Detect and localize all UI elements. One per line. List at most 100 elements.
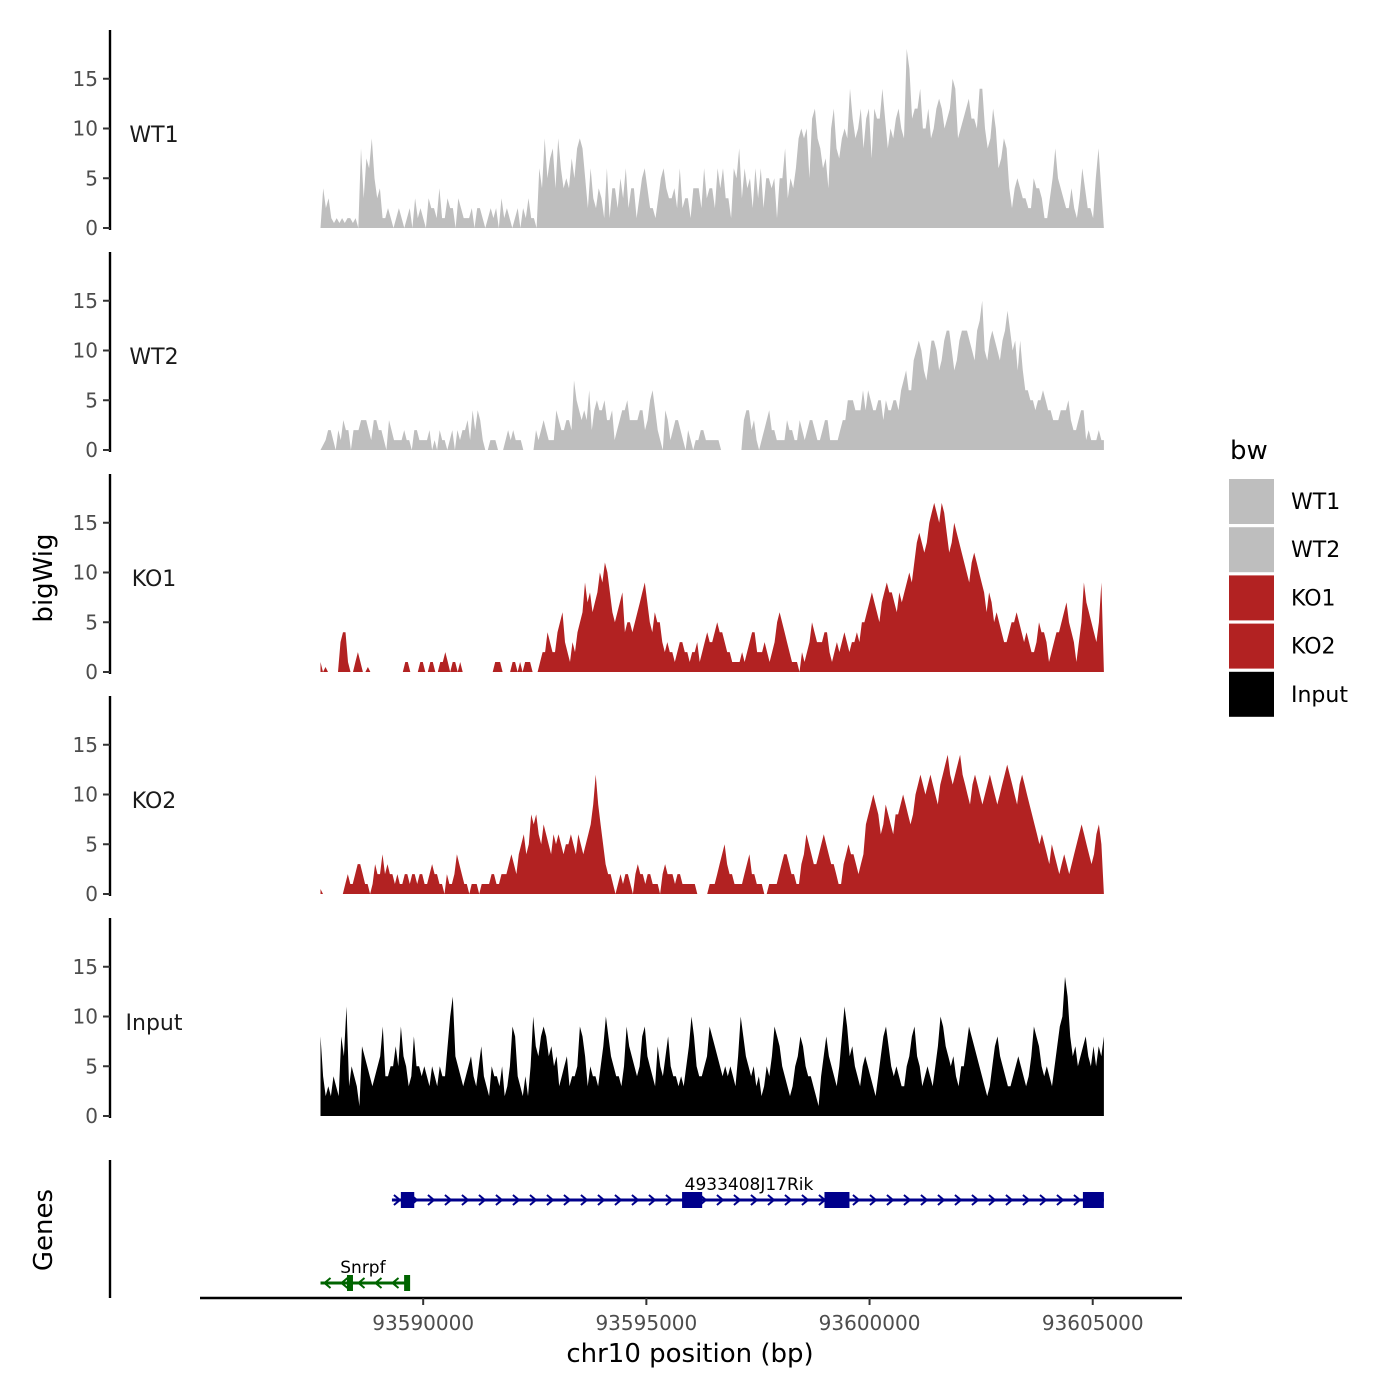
- track-label-wt2: WT2: [129, 345, 178, 370]
- x-tick-label-93600000: 93600000: [819, 1311, 921, 1335]
- strand-arrow-snrpf: [322, 1277, 332, 1289]
- y-tick-label-ko2-15: 15: [73, 733, 98, 757]
- y-tick-label-wt1-10: 10: [73, 117, 98, 141]
- strand-arrow-4933408j17rik: [393, 1194, 402, 1206]
- strand-arrow-4933408j17rik: [580, 1194, 589, 1206]
- strand-arrow-snrpf: [356, 1277, 366, 1289]
- area-wt1: [320, 48, 1104, 229]
- legend-label-wt2: WT2: [1291, 538, 1340, 563]
- track-ko1: 0 5 10 15 KO1: [73, 474, 1104, 684]
- strand-arrow-4933408j17rik: [903, 1194, 912, 1206]
- y-tick-label-wt2-15: 15: [73, 289, 98, 313]
- y-tick-label-ko2-5: 5: [85, 832, 98, 856]
- y-tick-label-wt1-15: 15: [73, 67, 98, 91]
- legend-label-input: Input: [1291, 683, 1348, 708]
- track-label-wt1: WT1: [129, 123, 178, 148]
- strand-arrow-4933408j17rik: [631, 1194, 640, 1206]
- area-wt2: [320, 300, 1104, 450]
- gene-label-snrpf: Snrpf: [340, 1258, 386, 1278]
- gene-label-4933408j17rik: 4933408J17Rik: [685, 1175, 814, 1195]
- x-tick-label-93590000: 93590000: [372, 1311, 474, 1335]
- legend-title: bw: [1230, 436, 1268, 466]
- legend-label-ko1: KO1: [1291, 586, 1336, 611]
- legend-swatch-wt1: [1229, 479, 1274, 524]
- track-wt1: 0 5 10 15 WT1: [73, 30, 1104, 240]
- y-tick-label-ko1-15: 15: [73, 511, 98, 535]
- legend-swatch-wt2: [1229, 527, 1274, 573]
- strand-arrow-4933408j17rik: [886, 1194, 895, 1206]
- exon-snrpf-2: [404, 1275, 411, 1291]
- y-axis-title: bigWig: [29, 533, 59, 622]
- legend-swatch-ko1: [1229, 575, 1274, 621]
- gene-snrpf: Snrpf: [320, 1258, 411, 1291]
- strand-arrow-4933408j17rik: [1056, 1194, 1065, 1206]
- strand-arrow-4933408j17rik: [461, 1194, 470, 1206]
- exon-4933408j17rik-3: [824, 1192, 850, 1208]
- strand-arrow-4933408j17rik: [716, 1194, 725, 1206]
- strand-arrow-4933408j17rik: [733, 1194, 742, 1206]
- strand-arrow-4933408j17rik: [495, 1194, 504, 1206]
- y-tick-label-ko1-0: 0: [85, 660, 98, 684]
- y-tick-label-input-10: 10: [73, 1005, 98, 1029]
- strand-arrow-4933408j17rik: [529, 1194, 538, 1206]
- strand-arrow-4933408j17rik: [1005, 1194, 1014, 1206]
- track-wt2: 0 5 10 15 WT2: [73, 252, 1104, 462]
- strand-arrow-4933408j17rik: [954, 1194, 963, 1206]
- area-input: [320, 976, 1104, 1116]
- gene-panel: 4933408J17Rik Snrpf: [108, 1160, 1104, 1298]
- x-tick-label-93605000: 93605000: [1042, 1311, 1144, 1335]
- legend-swatch-ko2: [1229, 623, 1274, 669]
- exon-4933408j17rik-1: [400, 1192, 415, 1208]
- strand-arrow-4933408j17rik: [665, 1194, 674, 1206]
- strand-arrow-4933408j17rik: [1022, 1194, 1031, 1206]
- strand-arrow-4933408j17rik: [937, 1194, 946, 1206]
- track-ko2: 0 5 10 15 KO2: [73, 696, 1104, 906]
- legend-swatch-input: [1229, 671, 1274, 717]
- y-tick-label-wt1-5: 5: [85, 166, 98, 190]
- strand-arrow-4933408j17rik: [852, 1194, 861, 1206]
- strand-arrow-4933408j17rik: [767, 1194, 776, 1206]
- strand-arrow-4933408j17rik: [801, 1194, 810, 1206]
- x-axis: 93590000 93595000 93600000 93605000: [200, 1296, 1182, 1335]
- exon-4933408j17rik-4: [1082, 1192, 1104, 1208]
- y-tick-label-input-0: 0: [85, 1104, 98, 1128]
- strand-arrow-snrpf: [390, 1277, 400, 1289]
- area-ko2: [320, 754, 1104, 894]
- strand-arrow-4933408j17rik: [750, 1194, 759, 1206]
- legend-label-wt1: WT1: [1291, 490, 1340, 515]
- track-label-input: Input: [126, 1011, 183, 1036]
- strand-arrow-4933408j17rik: [512, 1194, 521, 1206]
- strand-arrow-4933408j17rik: [920, 1194, 929, 1206]
- y-tick-label-ko1-10: 10: [73, 561, 98, 585]
- y-tick-label-input-5: 5: [85, 1054, 98, 1078]
- strand-arrow-4933408j17rik: [648, 1194, 657, 1206]
- strand-arrow-4933408j17rik: [988, 1194, 997, 1206]
- x-axis-title: chr10 position (bp): [566, 1339, 813, 1369]
- signal-tracks: 0 5 10 15 WT1 0 5 10 15 WT2 0 5 10 15 KO1 0 5 10 15 KO2 0 5 10…: [73, 30, 1104, 1128]
- strand-arrow-snrpf: [373, 1277, 383, 1289]
- x-tick-label-93595000: 93595000: [595, 1311, 697, 1335]
- strand-arrow-4933408j17rik: [971, 1194, 980, 1206]
- strand-arrow-4933408j17rik: [784, 1194, 793, 1206]
- y-tick-label-ko1-5: 5: [85, 610, 98, 634]
- track-label-ko2: KO2: [132, 789, 177, 814]
- y-tick-label-wt1-0: 0: [85, 216, 98, 240]
- legend-label-ko2: KO2: [1291, 635, 1336, 660]
- strand-arrow-snrpf: [339, 1277, 349, 1289]
- track-input: 0 5 10 15 Input: [73, 918, 1104, 1128]
- strand-arrow-4933408j17rik: [546, 1194, 555, 1206]
- strand-arrow-4933408j17rik: [444, 1194, 453, 1206]
- strand-arrow-4933408j17rik: [614, 1194, 623, 1206]
- legend: bw WT1 WT2 KO1 KO2 Input: [1229, 436, 1348, 717]
- y-tick-label-wt2-10: 10: [73, 339, 98, 363]
- track-label-ko1: KO1: [132, 567, 177, 592]
- y-tick-label-ko2-0: 0: [85, 882, 98, 906]
- strand-arrow-4933408j17rik: [1039, 1194, 1048, 1206]
- strand-arrow-4933408j17rik: [597, 1194, 606, 1206]
- exon-4933408j17rik-2: [682, 1192, 703, 1208]
- strand-arrow-4933408j17rik: [563, 1194, 572, 1206]
- genes-axis-title: Genes: [29, 1189, 59, 1271]
- exon-snrpf-1: [346, 1275, 353, 1291]
- y-tick-label-input-15: 15: [73, 955, 98, 979]
